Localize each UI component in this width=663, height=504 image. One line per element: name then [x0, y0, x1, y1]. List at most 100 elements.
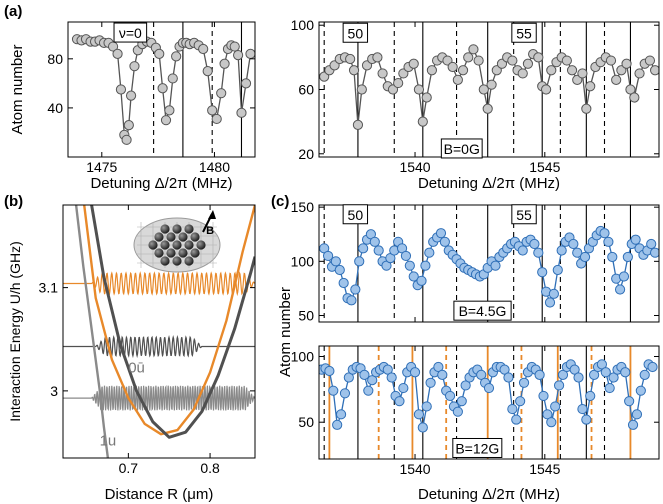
b-y-axis-label: Interaction Energy U/h (GHz)	[7, 241, 23, 422]
data-point	[483, 382, 495, 394]
data-point	[585, 390, 596, 402]
data-point	[236, 107, 247, 118]
data-point	[352, 119, 364, 130]
data-point	[627, 419, 639, 430]
data-point	[373, 245, 384, 256]
c_bottom-x-axis-label: Detuning Δ/2π (MHz)	[418, 486, 560, 503]
x-tick-label: 1540	[399, 159, 430, 175]
atom-sphere	[160, 256, 170, 266]
data-point	[604, 382, 615, 394]
data-point	[529, 238, 540, 250]
data-point	[457, 65, 469, 76]
data-point	[164, 105, 175, 116]
data-point	[400, 250, 412, 262]
data-point	[219, 58, 230, 69]
data-point	[607, 251, 618, 263]
a-right-annotation-1-box	[511, 22, 537, 43]
b-curves	[63, 205, 255, 458]
data-point	[339, 388, 351, 399]
panel-c-bottom: 1540 1545 50 100 Detuning Δ/2π (MHz) B=12G Ato…	[277, 287, 660, 503]
atom-sphere	[190, 232, 200, 242]
c-bottom-annotation-0: B=12G	[455, 440, 499, 456]
nu-zero-label: ν=0	[119, 25, 142, 41]
data-point	[614, 284, 626, 295]
data-point	[603, 236, 614, 247]
data-point	[639, 369, 650, 381]
data-point	[452, 74, 463, 85]
x-tick-label: 1475	[86, 159, 117, 175]
data-point	[561, 55, 572, 66]
data-point	[518, 377, 530, 388]
data-point	[635, 385, 646, 396]
data-point	[515, 396, 526, 407]
data-point	[154, 48, 165, 60]
data-point	[478, 84, 489, 95]
data-point	[372, 52, 383, 63]
data-point	[550, 401, 561, 412]
data-point	[322, 250, 334, 262]
data-point	[417, 116, 428, 127]
data-point	[420, 260, 431, 271]
data-point	[240, 78, 252, 89]
a_left-x-axis-label: Detuning Δ/2π (MHz)	[90, 175, 232, 192]
data-point	[650, 247, 659, 258]
atom-sphere	[184, 240, 194, 250]
c-top-annotation-2: B=4.5G	[459, 303, 507, 319]
panel-label-b: (b)	[4, 193, 23, 210]
data-point	[629, 92, 640, 103]
potential-curve-dark	[90, 205, 255, 439]
data-point	[439, 236, 450, 247]
y-tick-label: 100	[291, 349, 315, 365]
data-point	[409, 367, 421, 378]
data-point	[522, 58, 534, 69]
data-point	[556, 245, 567, 256]
data-point	[646, 238, 657, 250]
data-point	[125, 90, 137, 101]
atom-sphere	[166, 248, 176, 258]
data-point	[413, 84, 425, 95]
y-tick-label: 40	[47, 100, 63, 116]
data-point	[425, 377, 436, 388]
molecule-inset	[133, 210, 221, 273]
panel-b: 0.7 0.8 3 3.1 Distance R (μm) 0ū 1u B Interactio…	[7, 204, 256, 503]
a_left-series	[71, 34, 255, 145]
x-tick-label: 1540	[399, 461, 430, 477]
data-point	[611, 74, 622, 85]
c-y-axis-label: Atom number	[277, 287, 294, 377]
data-point	[456, 396, 467, 407]
a-right-annotation-0: 50	[348, 25, 364, 41]
nu-zero-label-box	[113, 22, 148, 43]
c-top-annotation-1: 55	[516, 207, 532, 223]
data-point	[533, 52, 544, 63]
data-point	[482, 103, 493, 114]
atom-sphere	[154, 232, 164, 242]
y-tick-label: 3	[50, 383, 58, 399]
c_top-frame	[318, 204, 660, 323]
data-point	[115, 84, 127, 95]
data-point	[546, 65, 557, 76]
data-point	[426, 65, 438, 76]
atom-sphere	[148, 240, 158, 250]
data-point	[334, 264, 345, 276]
data-point	[408, 271, 419, 282]
data-point	[229, 41, 240, 52]
data-point	[517, 245, 528, 256]
x-tick-label: 0.8	[200, 460, 220, 476]
a-right-annotation-2-box	[440, 138, 483, 159]
a-right-annotation-0-box	[342, 22, 369, 43]
data-point	[160, 115, 172, 126]
data-point	[359, 369, 370, 381]
data-point	[171, 51, 182, 62]
data-point	[468, 44, 479, 55]
data-point	[413, 409, 425, 420]
data-point	[245, 48, 255, 60]
data-point	[348, 65, 360, 76]
c-top-annotation-2-box	[453, 300, 512, 321]
data-point	[517, 68, 528, 79]
a_right-x-axis-label: Detuning Δ/2π (MHz)	[418, 175, 560, 192]
b-frame	[62, 204, 256, 459]
data-point	[634, 68, 645, 79]
data-point	[393, 77, 404, 89]
data-point	[408, 58, 419, 69]
atom-sphere	[154, 248, 164, 258]
